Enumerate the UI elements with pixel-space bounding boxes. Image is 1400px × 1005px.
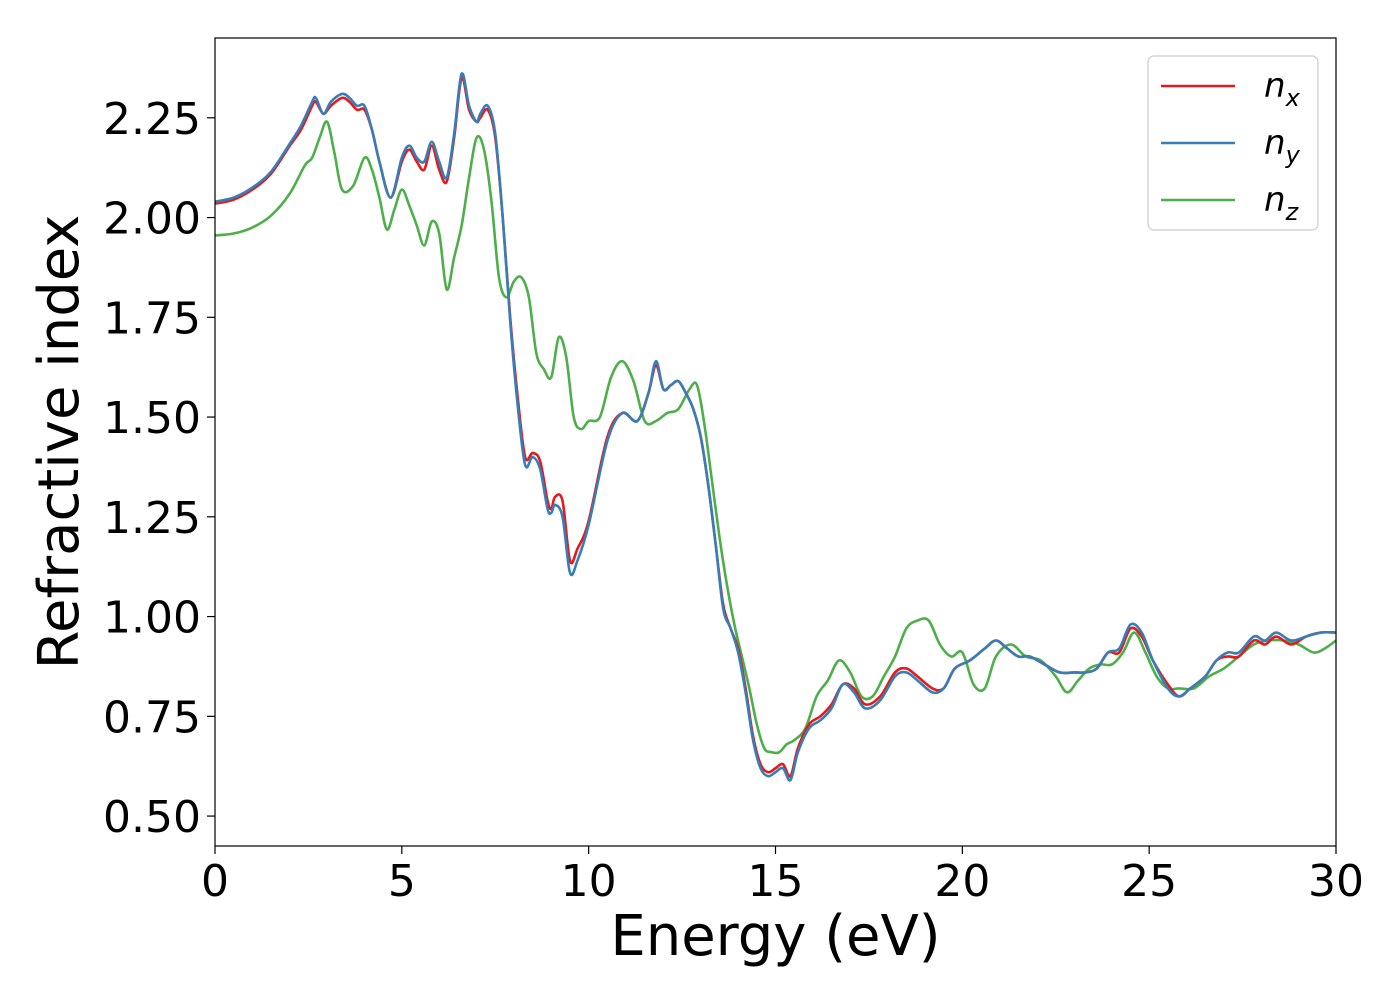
x-tick-label: 5 [388, 856, 416, 907]
y-tick-label: 2.00 [103, 194, 201, 245]
y-tick-label: 0.75 [103, 692, 201, 743]
x-tick-label: 15 [748, 856, 804, 907]
legend-item-y: ny [1161, 123, 1301, 169]
y-tick-label: 0.50 [103, 792, 201, 843]
x-axis-title: Energy (eV) [610, 904, 940, 969]
y-tick-label: 2.25 [103, 94, 201, 145]
x-tick-label: 0 [201, 856, 229, 907]
x-tick-label: 25 [1121, 856, 1177, 907]
y-tick-label: 1.00 [103, 593, 201, 644]
legend-label: ny [1264, 123, 1301, 169]
x-tick-label: 20 [934, 856, 990, 907]
legend-item-x: nx [1161, 66, 1301, 112]
y-tick-label: 1.75 [103, 293, 201, 344]
y-tick-label: 1.50 [103, 393, 201, 444]
y-tick-label: 1.25 [103, 493, 201, 544]
y-axis-title: Refractive index [27, 215, 92, 670]
x-tick-label: 30 [1308, 856, 1364, 907]
lines-layer [215, 72, 1336, 782]
series-line-y [215, 72, 1336, 782]
x-tick-label: 10 [561, 856, 617, 907]
legend-label: nx [1264, 66, 1301, 112]
ticks-layer: 0 5 10 15 20 25 30 0.50 0.75 1.00 1.25 1.50 1.75 2.00… [103, 94, 1364, 907]
